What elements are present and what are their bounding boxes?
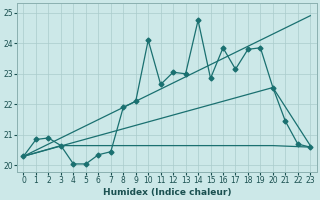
X-axis label: Humidex (Indice chaleur): Humidex (Indice chaleur) [103,188,231,197]
